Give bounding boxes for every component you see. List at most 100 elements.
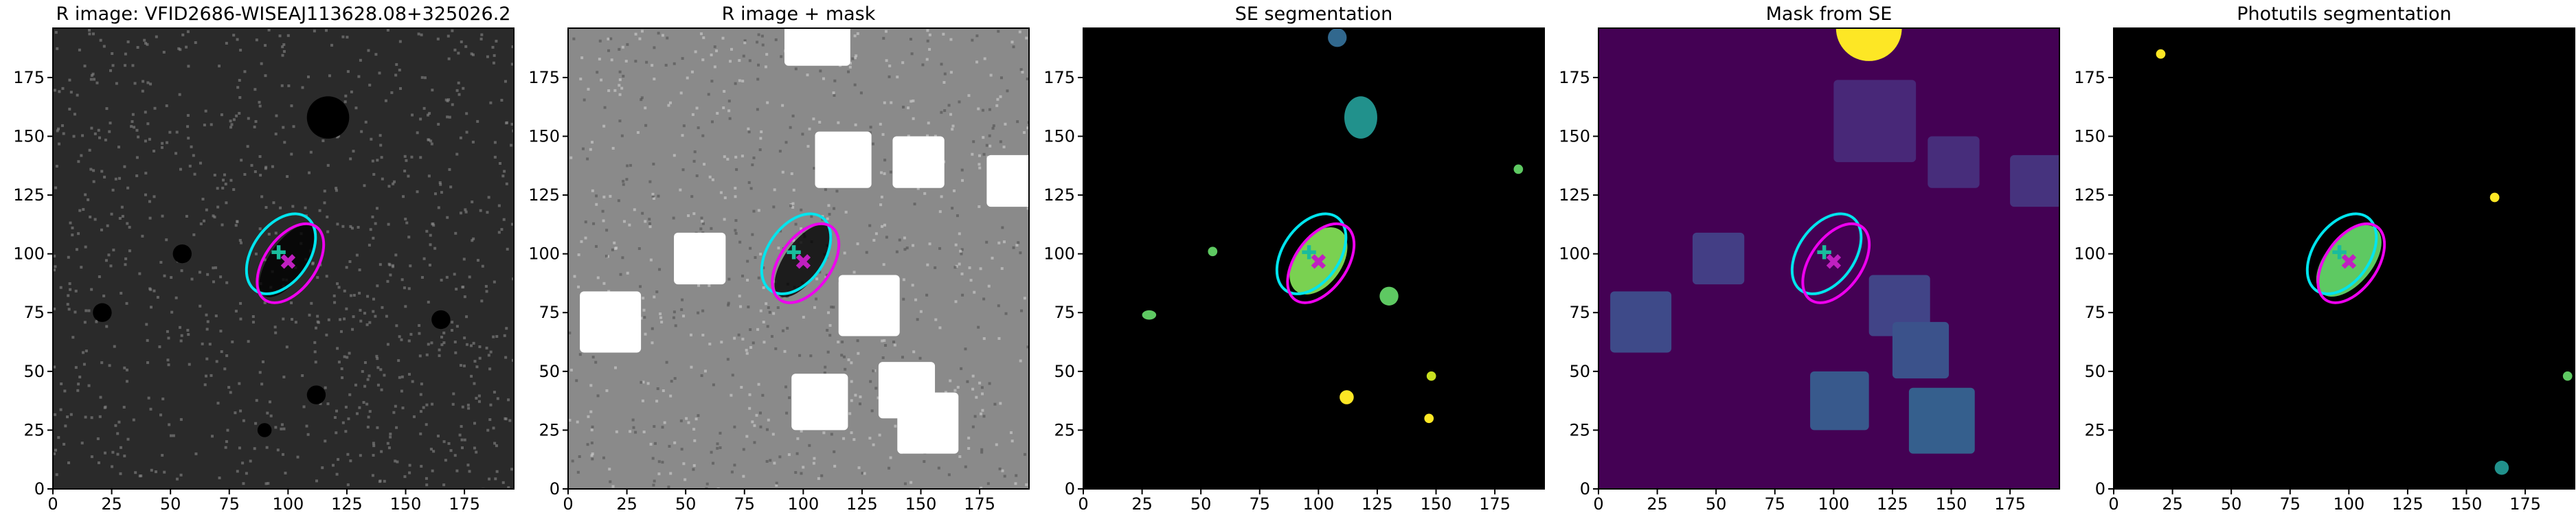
noise (733, 425, 736, 428)
noise (387, 262, 391, 266)
noise (719, 446, 722, 450)
noise (258, 227, 262, 231)
noise (420, 76, 424, 79)
noise (425, 423, 428, 426)
noise (63, 442, 66, 446)
noise (998, 467, 1002, 470)
noise (852, 438, 856, 442)
noise (161, 397, 165, 400)
ellipse (306, 96, 350, 139)
noise (800, 208, 803, 211)
noise (134, 471, 137, 474)
noise (366, 295, 370, 298)
noise (752, 156, 756, 159)
noise (868, 224, 872, 227)
x-tick-label: 175 (964, 494, 995, 514)
noise (981, 108, 984, 112)
noise (756, 41, 759, 44)
noise (214, 314, 218, 318)
noise (407, 339, 411, 343)
noise (943, 72, 947, 76)
ellipse (1208, 247, 1218, 257)
noise (470, 374, 473, 378)
noise (53, 89, 56, 92)
noise (172, 434, 175, 437)
noise (372, 236, 375, 240)
noise (350, 227, 354, 230)
noise (383, 479, 386, 483)
noise (340, 367, 343, 371)
noise (175, 130, 179, 134)
noise (618, 47, 621, 51)
noise (250, 163, 253, 167)
noise (745, 352, 749, 355)
x-tick-label: 75 (2279, 494, 2301, 514)
noise (745, 435, 749, 438)
noise (282, 49, 286, 53)
noise (762, 266, 765, 270)
noise (937, 466, 940, 470)
noise (255, 399, 258, 402)
axes-frame (1083, 27, 1545, 490)
noise (913, 203, 916, 206)
noise (239, 317, 242, 321)
noise (179, 339, 183, 343)
noise (258, 371, 262, 374)
noise (141, 89, 144, 93)
noise (506, 121, 509, 124)
noise (882, 263, 885, 266)
mask-box (1908, 387, 1975, 454)
noise (110, 212, 113, 216)
noise (425, 353, 429, 356)
ellipse (2316, 222, 2386, 304)
noise (131, 113, 135, 116)
noise (628, 223, 631, 227)
noise (500, 98, 504, 102)
noise (494, 477, 497, 481)
noise (700, 374, 703, 378)
noise (390, 91, 394, 94)
noise (1016, 120, 1019, 124)
noise (105, 107, 109, 111)
noise (768, 310, 771, 314)
noise (988, 382, 991, 385)
noise (865, 251, 868, 254)
noise (618, 84, 621, 87)
noise (822, 77, 825, 80)
noise (605, 229, 609, 232)
noise (90, 126, 93, 130)
noise (681, 168, 685, 172)
noise (651, 327, 654, 330)
noise (254, 422, 258, 425)
noise (813, 306, 816, 309)
noise (622, 220, 626, 223)
noise (847, 70, 850, 73)
noise (341, 225, 345, 228)
noise (371, 159, 374, 163)
noise (697, 414, 700, 417)
noise (291, 318, 294, 321)
noise (368, 83, 372, 87)
noise (386, 343, 389, 346)
noise (440, 278, 443, 282)
noise (89, 78, 93, 81)
noise (730, 47, 733, 51)
noise (890, 101, 893, 104)
noise (304, 206, 307, 209)
noise (450, 329, 453, 332)
noise (749, 187, 753, 190)
noise (613, 89, 617, 92)
noise (204, 109, 207, 113)
ellipse (2156, 49, 2166, 59)
noise (159, 413, 163, 417)
noise (90, 73, 93, 77)
noise (369, 228, 372, 231)
noise (326, 402, 330, 406)
center-magenta: ✖ (279, 249, 297, 275)
noise (335, 282, 339, 286)
noise (648, 222, 652, 225)
noise (203, 124, 206, 127)
noise (378, 71, 381, 75)
noise (800, 227, 803, 231)
noise (124, 64, 127, 67)
